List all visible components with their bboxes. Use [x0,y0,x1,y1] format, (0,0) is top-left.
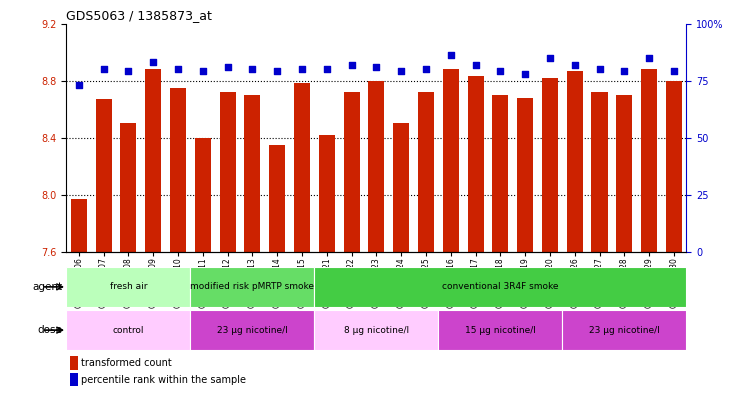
Bar [66,267,190,307]
Bar [269,145,286,252]
Point [197,68,209,75]
Text: percentile rank within the sample: percentile rank within the sample [81,375,246,384]
Bar [244,95,261,252]
Text: 23 μg nicotine/l: 23 μg nicotine/l [589,326,660,334]
Bar [418,92,434,252]
Bar [190,267,314,307]
Point [445,52,457,59]
Bar [492,95,508,252]
Point [494,68,506,75]
Point [593,66,605,72]
Point [123,68,134,75]
Bar [314,310,438,350]
Point [420,66,432,72]
Text: control: control [113,326,144,334]
Bar [343,92,359,252]
Point [668,68,680,75]
Bar [195,138,211,252]
Bar [443,69,459,252]
Bar [219,92,235,252]
Bar [95,99,111,252]
Bar [591,92,607,252]
Point [172,66,184,72]
Text: modified risk pMRTP smoke: modified risk pMRTP smoke [190,283,314,291]
Bar [467,76,483,252]
Bar [319,135,335,252]
Bar [71,199,87,252]
Point [321,66,333,72]
Bar [69,356,77,369]
Bar [66,310,190,350]
Point [272,68,283,75]
Point [97,66,109,72]
Point [544,55,556,61]
Text: conventional 3R4F smoke: conventional 3R4F smoke [442,283,559,291]
Bar [517,98,534,252]
Text: 8 μg nicotine/l: 8 μg nicotine/l [344,326,409,334]
Point [370,64,382,70]
Text: fresh air: fresh air [110,283,147,291]
Text: transformed count: transformed count [81,358,172,368]
Point [246,66,258,72]
Bar [616,95,632,252]
Bar [393,123,410,252]
Point [148,59,159,66]
Bar [170,88,186,252]
Point [221,64,233,70]
Text: 23 μg nicotine/l: 23 μg nicotine/l [217,326,288,334]
Point [396,68,407,75]
Bar [69,373,77,386]
Point [569,61,581,68]
Bar [314,267,686,307]
Point [469,61,481,68]
Bar [542,78,558,252]
Bar [567,71,583,252]
Bar [145,69,162,252]
Text: agent: agent [32,282,63,292]
Bar [562,310,686,350]
Bar [641,69,658,252]
Text: dose: dose [38,325,63,335]
Point [73,82,85,88]
Bar [294,83,310,252]
Point [345,61,357,68]
Bar [368,81,384,252]
Bar [190,310,314,350]
Bar [438,310,562,350]
Point [520,71,531,77]
Bar [120,123,137,252]
Text: GDS5063 / 1385873_at: GDS5063 / 1385873_at [66,9,213,22]
Point [618,68,630,75]
Bar [666,81,682,252]
Point [296,66,308,72]
Text: 15 μg nicotine/l: 15 μg nicotine/l [465,326,536,334]
Point [644,55,655,61]
